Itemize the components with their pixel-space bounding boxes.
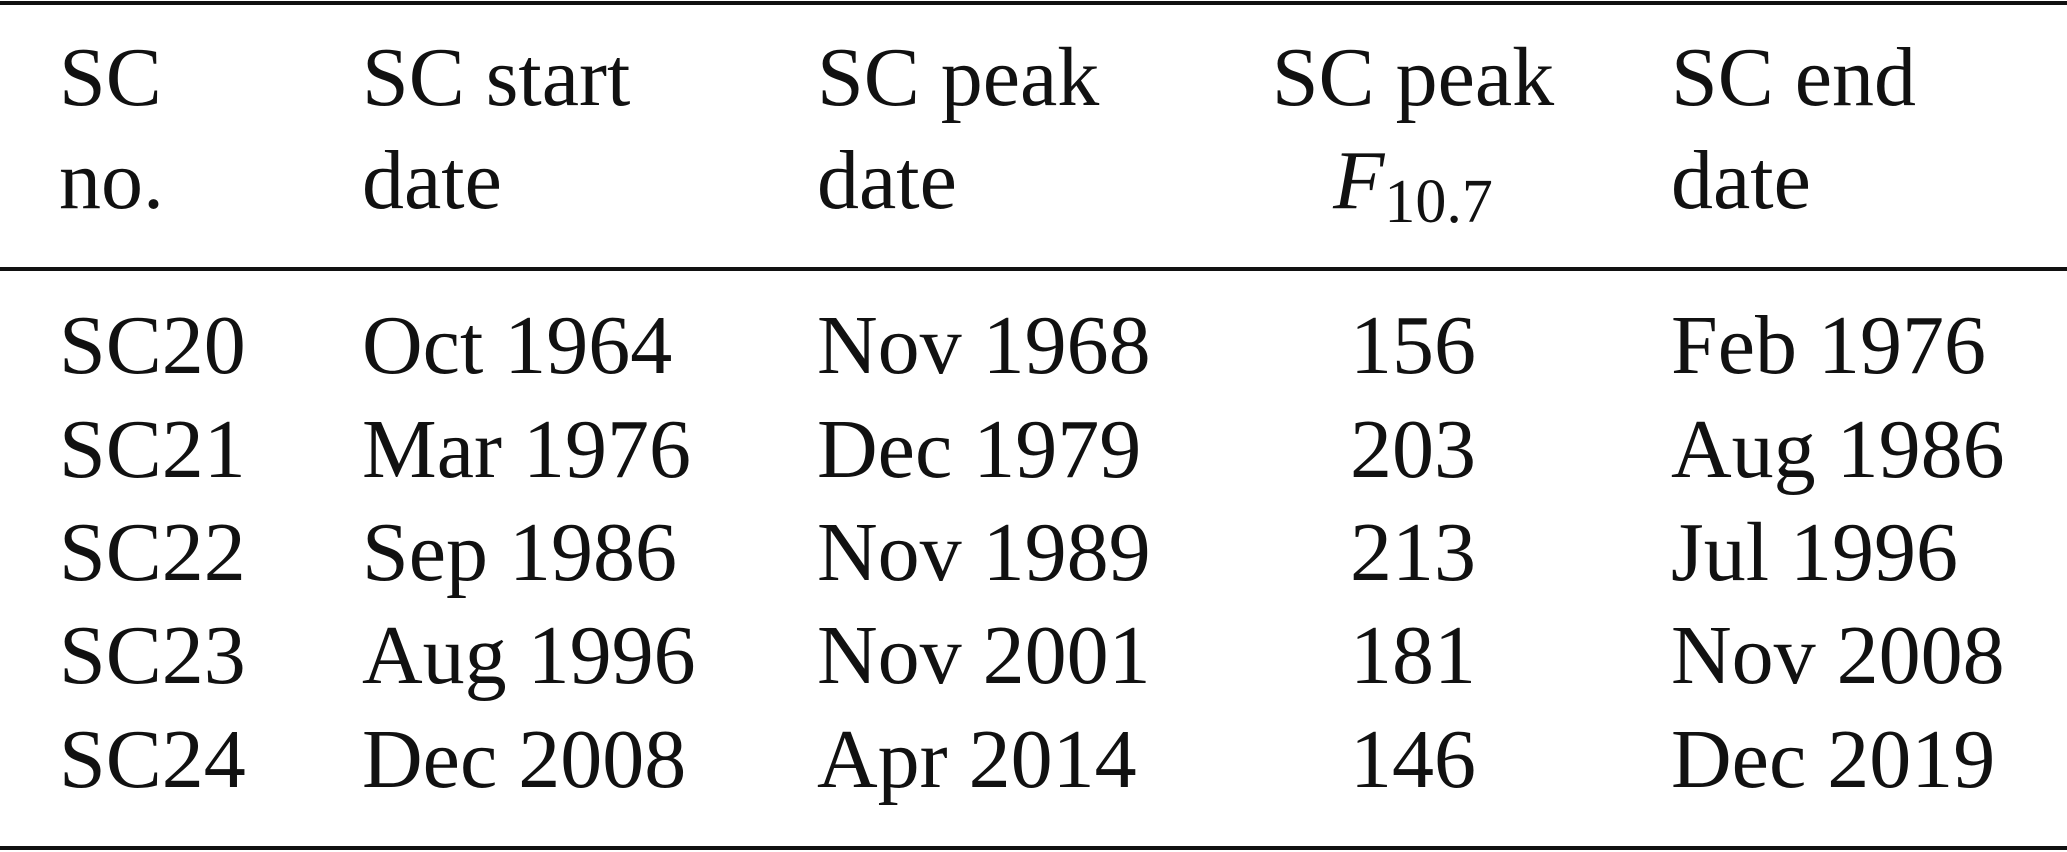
header-cell: date (362, 134, 502, 227)
table-cell: Feb 1976 (1671, 299, 1986, 392)
table-cell: SC20 (59, 299, 246, 392)
table-cell: Apr 2014 (817, 713, 1137, 806)
table-cell: 146 (1350, 713, 1476, 806)
table-cell: SC22 (59, 506, 246, 599)
table-cell: Aug 1986 (1671, 403, 2005, 496)
table-cell: Oct 1964 (362, 299, 672, 392)
table-cell: Mar 1976 (362, 403, 691, 496)
table-cell: 213 (1350, 506, 1476, 599)
header-cell: F10.7 (1332, 134, 1493, 236)
header-cell: SC (59, 31, 162, 124)
header-cell: SC peak (817, 31, 1099, 124)
header-cell: SC peak (1272, 31, 1554, 124)
table-cell: Dec 2008 (362, 713, 686, 806)
header-cell: date (1671, 134, 1811, 227)
header-cell: SC start (362, 31, 630, 124)
table-cell: 203 (1350, 403, 1476, 496)
table-cell: Nov 2008 (1671, 609, 2005, 702)
table-cell: Aug 1996 (362, 609, 696, 702)
table-cell: Nov 2001 (817, 609, 1151, 702)
table-cell: Jul 1996 (1671, 506, 1958, 599)
table-cell: Nov 1968 (817, 299, 1151, 392)
table-cell: Nov 1989 (817, 506, 1151, 599)
table-cell: SC24 (59, 713, 246, 806)
header-cell: date (817, 134, 957, 227)
table-cell: Dec 1979 (817, 403, 1141, 496)
header-cell: SC end (1671, 31, 1916, 124)
table-cell: 156 (1350, 299, 1476, 392)
table-cell: Dec 2019 (1671, 713, 1995, 806)
table-cell: SC21 (59, 403, 246, 496)
table-cell: 181 (1350, 609, 1476, 702)
symbol: F (1332, 134, 1386, 227)
table-cell: Sep 1986 (362, 506, 677, 599)
table-cell: SC23 (59, 609, 246, 702)
header-cell: no. (59, 134, 164, 227)
subscript: 10.7 (1384, 168, 1493, 236)
